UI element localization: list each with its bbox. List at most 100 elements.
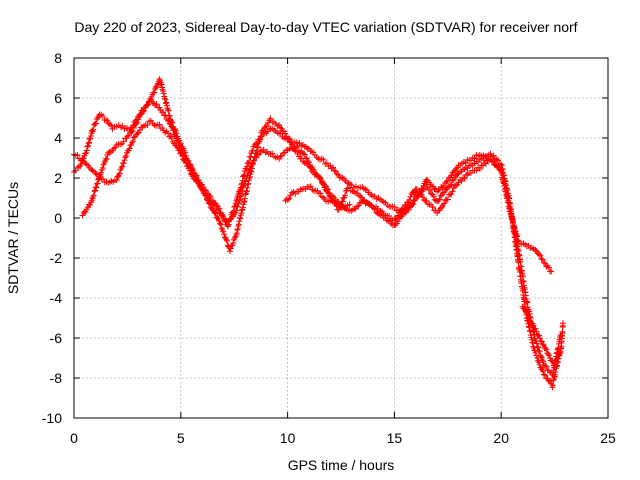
data-point <box>543 363 550 370</box>
data-point <box>513 232 520 239</box>
data-point <box>532 325 539 332</box>
data-point <box>419 194 426 201</box>
data-point <box>261 129 268 136</box>
data-point <box>238 210 245 217</box>
data-point <box>527 332 534 339</box>
data-point <box>262 123 269 130</box>
data-point <box>168 123 175 130</box>
data-point <box>87 202 94 209</box>
data-point <box>256 136 263 143</box>
data-point <box>120 138 127 145</box>
data-point <box>217 221 224 228</box>
data-point <box>108 122 115 129</box>
data-point <box>429 203 436 210</box>
data-point <box>253 154 260 161</box>
data-point <box>440 190 447 197</box>
data-point <box>79 212 86 219</box>
data-point <box>528 336 535 343</box>
data-point <box>200 183 207 190</box>
data-point <box>487 156 494 163</box>
data-point <box>105 149 112 156</box>
data-point <box>241 198 248 205</box>
data-point <box>170 127 177 134</box>
data-point <box>546 352 553 359</box>
data-point <box>227 245 234 252</box>
data-point <box>304 158 311 165</box>
data-point <box>201 186 208 193</box>
data-point <box>476 166 483 173</box>
data-point <box>158 81 165 88</box>
data-point <box>233 230 240 237</box>
data-point <box>238 181 245 188</box>
data-point <box>116 170 123 177</box>
data-point <box>184 157 191 164</box>
data-point <box>181 152 188 159</box>
data-point <box>440 182 447 189</box>
data-point <box>193 172 200 179</box>
data-point <box>126 145 133 152</box>
data-point <box>133 120 140 127</box>
data-point <box>320 156 327 163</box>
y-tick-label: -6 <box>50 330 63 346</box>
data-point <box>423 176 430 183</box>
data-point <box>540 368 547 375</box>
data-point <box>535 344 542 351</box>
data-point <box>490 158 497 165</box>
data-point <box>276 155 283 162</box>
data-point <box>312 170 319 177</box>
data-point <box>235 221 242 228</box>
data-point <box>332 168 339 175</box>
data-point <box>156 121 163 128</box>
data-point <box>496 166 503 173</box>
data-points <box>71 76 566 391</box>
data-point <box>249 147 256 154</box>
data-point <box>304 145 311 152</box>
data-point <box>535 359 542 366</box>
data-point <box>162 96 169 103</box>
data-point <box>515 237 522 244</box>
data-point <box>161 95 168 102</box>
data-point <box>146 97 153 104</box>
data-point <box>423 197 430 204</box>
data-point <box>437 205 444 212</box>
data-point <box>319 180 326 187</box>
data-point <box>144 122 151 129</box>
data-point <box>430 193 437 200</box>
data-point <box>316 174 323 181</box>
chart-title: Day 220 of 2023, Sidereal Day-to-day VTE… <box>74 19 577 35</box>
data-point <box>164 106 171 113</box>
x-axis-label: GPS time / hours <box>288 457 395 473</box>
x-tick-label: 20 <box>493 430 509 446</box>
data-point <box>495 157 502 164</box>
data-point <box>333 170 340 177</box>
data-point <box>553 359 560 366</box>
data-point <box>436 196 443 203</box>
data-point <box>230 240 237 247</box>
data-point <box>247 154 254 161</box>
data-point <box>431 185 438 192</box>
data-point <box>206 192 213 199</box>
data-point <box>128 129 135 136</box>
data-point <box>225 221 232 228</box>
data-point <box>297 149 304 156</box>
data-point <box>87 132 94 139</box>
data-point <box>521 305 528 312</box>
data-point <box>99 113 106 120</box>
data-point <box>482 160 489 167</box>
data-point <box>244 184 251 191</box>
data-point <box>554 355 561 362</box>
data-point <box>543 346 550 353</box>
data-point <box>91 188 98 195</box>
y-tick-label: 8 <box>54 50 62 66</box>
data-point <box>538 255 545 262</box>
series-track-a <box>71 76 564 391</box>
y-tick-label: -4 <box>50 290 63 306</box>
data-point <box>231 203 238 210</box>
data-point <box>301 151 308 158</box>
data-point <box>311 168 318 175</box>
data-point <box>115 173 122 180</box>
data-point <box>453 182 460 189</box>
y-tick-label: -8 <box>50 370 63 386</box>
data-point <box>90 192 97 199</box>
